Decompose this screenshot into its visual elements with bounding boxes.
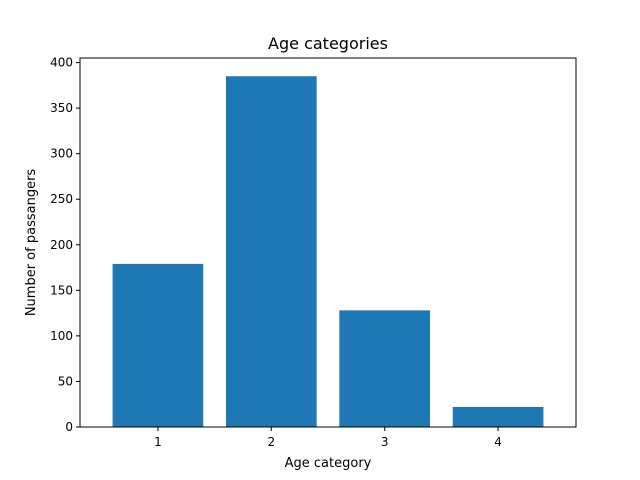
y-tick-label: 300: [50, 147, 73, 161]
bar-category-3: [339, 310, 431, 427]
y-axis-label: Number of passangers: [24, 169, 39, 317]
y-tick-label: 350: [50, 101, 73, 115]
x-tick-label: 4: [494, 435, 502, 449]
plot-frame: [79, 57, 577, 428]
chart-title: Age categories: [268, 34, 388, 53]
bar-category-4: [452, 406, 544, 427]
x-tick-label: 3: [381, 435, 389, 449]
bar-category-2: [225, 76, 317, 427]
x-axis-label: Age category: [285, 456, 372, 471]
x-tick-label: 2: [267, 435, 275, 449]
y-tick-label: 50: [58, 374, 73, 388]
y-tick-label: 100: [50, 329, 73, 343]
bar-category-1: [112, 263, 204, 427]
y-tick-label: 200: [50, 238, 73, 252]
bars-group: [112, 76, 544, 427]
x-tick-label: 1: [154, 435, 162, 449]
y-tick-label: 150: [50, 283, 73, 297]
y-axis-ticks: 0 50 100 150 200 250 300 350 400: [50, 56, 80, 434]
y-tick-label: 400: [50, 56, 73, 70]
y-tick-label: 0: [65, 420, 73, 434]
y-tick-label: 250: [50, 192, 73, 206]
x-axis-ticks: 1 2 3 4: [154, 427, 502, 449]
